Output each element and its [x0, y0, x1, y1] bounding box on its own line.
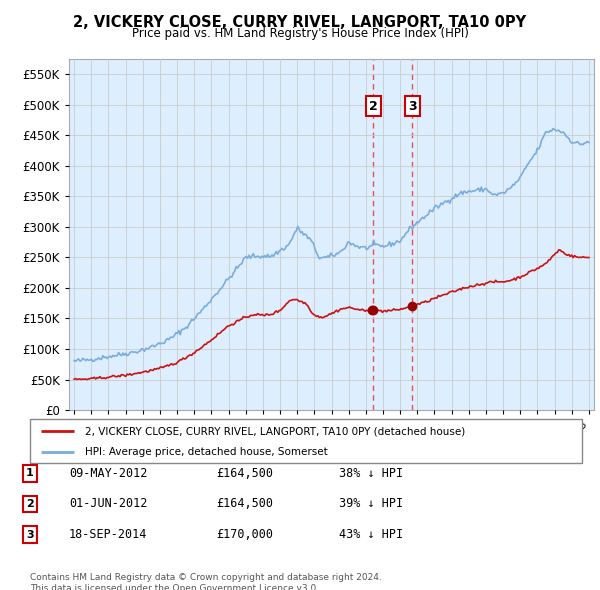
Text: 1: 1 [26, 468, 34, 478]
Text: 2, VICKERY CLOSE, CURRY RIVEL, LANGPORT, TA10 0PY (detached house): 2, VICKERY CLOSE, CURRY RIVEL, LANGPORT,… [85, 427, 466, 436]
Text: 3: 3 [408, 100, 417, 113]
Text: 01-JUN-2012: 01-JUN-2012 [69, 497, 148, 510]
Text: 39% ↓ HPI: 39% ↓ HPI [339, 497, 403, 510]
Text: 38% ↓ HPI: 38% ↓ HPI [339, 467, 403, 480]
Text: £170,000: £170,000 [216, 528, 273, 541]
Text: HPI: Average price, detached house, Somerset: HPI: Average price, detached house, Some… [85, 447, 328, 457]
Text: 18-SEP-2014: 18-SEP-2014 [69, 528, 148, 541]
Text: 2, VICKERY CLOSE, CURRY RIVEL, LANGPORT, TA10 0PY: 2, VICKERY CLOSE, CURRY RIVEL, LANGPORT,… [73, 15, 527, 30]
Text: Price paid vs. HM Land Registry's House Price Index (HPI): Price paid vs. HM Land Registry's House … [131, 27, 469, 40]
Text: 43% ↓ HPI: 43% ↓ HPI [339, 528, 403, 541]
Text: £164,500: £164,500 [216, 467, 273, 480]
Text: 3: 3 [26, 530, 34, 539]
Text: 2: 2 [26, 499, 34, 509]
Text: £164,500: £164,500 [216, 497, 273, 510]
Text: 2: 2 [368, 100, 377, 113]
Text: Contains HM Land Registry data © Crown copyright and database right 2024.
This d: Contains HM Land Registry data © Crown c… [30, 573, 382, 590]
Text: 09-MAY-2012: 09-MAY-2012 [69, 467, 148, 480]
FancyBboxPatch shape [30, 419, 582, 463]
